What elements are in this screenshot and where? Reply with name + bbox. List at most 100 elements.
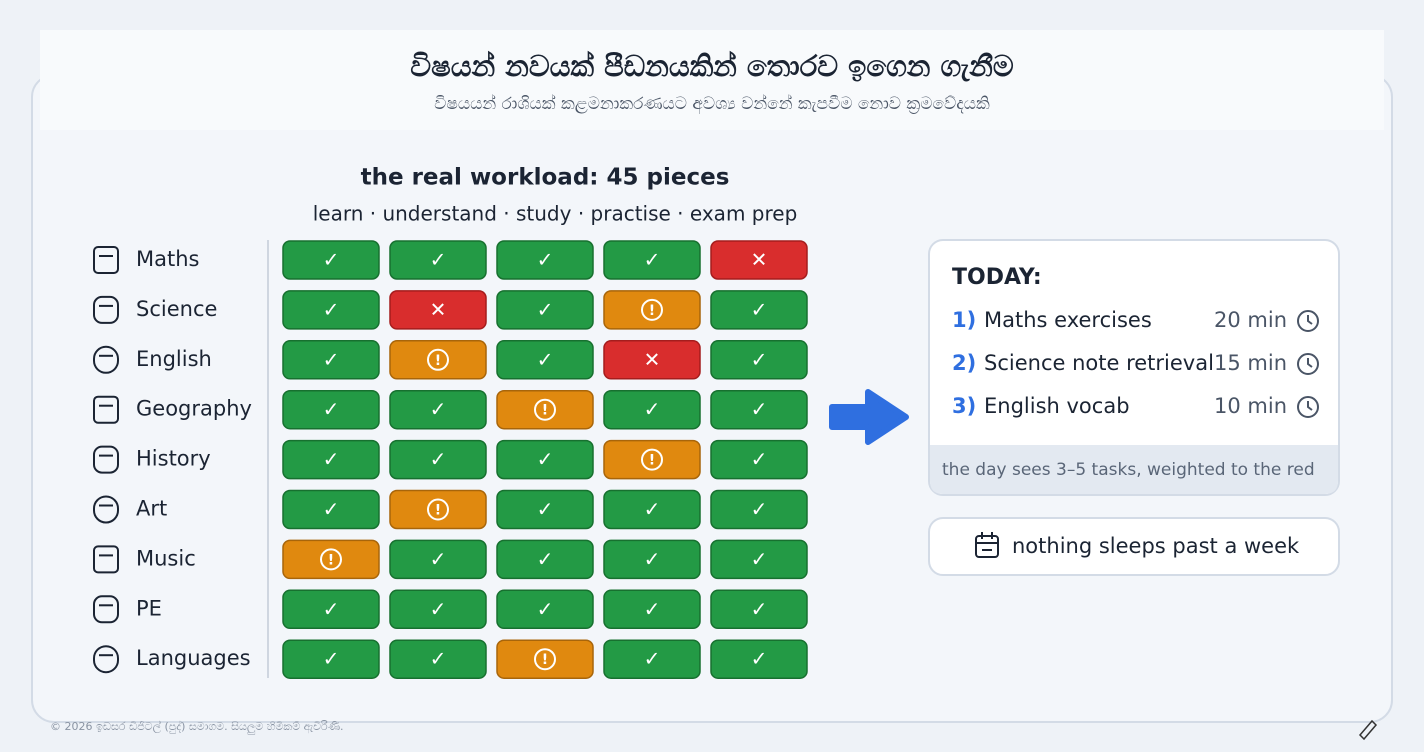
status-symbol: ✓ [537, 547, 554, 571]
status-cell [710, 539, 808, 580]
status-cell [496, 589, 594, 630]
status-cell [496, 489, 594, 530]
status-symbol: ✓ [644, 597, 661, 621]
status-symbol: ✓ [430, 397, 447, 421]
status-cell [282, 639, 380, 679]
note: nothing sleeps past a week [1012, 534, 1300, 558]
subject-label: History [136, 447, 211, 471]
status-cell [282, 439, 380, 480]
status-ring [320, 548, 342, 571]
status-ring [641, 448, 663, 471]
status-ring [534, 398, 556, 421]
status-symbol: ✓ [323, 248, 340, 272]
subject-label: Languages [136, 646, 251, 670]
status-symbol: ✓ [537, 597, 554, 621]
status-cell [603, 340, 701, 380]
pen-icon [1358, 719, 1378, 741]
status-cell [282, 539, 380, 580]
subject-label: PE [136, 596, 162, 620]
icon-shape [93, 345, 119, 374]
status-cell [710, 639, 808, 679]
status-cell [389, 290, 487, 330]
today-card: TODAY: the day sees 3–5 tasks, weighted … [928, 239, 1340, 496]
status-cell [603, 389, 701, 430]
subject-icon [93, 445, 119, 474]
subject-label: Science [136, 297, 217, 321]
task-name: Science note retrieval [984, 351, 1214, 375]
task-name: Maths exercises [984, 308, 1152, 332]
status-cell [496, 240, 594, 280]
status-cell [496, 639, 594, 679]
subject-icon [93, 545, 119, 574]
icon-shape [93, 445, 119, 474]
icon-shape [93, 645, 119, 674]
status-cell [603, 589, 701, 630]
status-symbol: ! [542, 652, 548, 668]
status-symbol: ✓ [537, 447, 554, 471]
status-symbol: ✓ [644, 497, 661, 521]
status-symbol: ✓ [751, 597, 768, 621]
status-symbol: ✓ [751, 547, 768, 571]
status-symbol: ✓ [751, 497, 768, 521]
status-cell [389, 489, 487, 530]
status-symbol: ! [649, 303, 655, 319]
status-cell [710, 240, 808, 280]
task-number: 3) [952, 394, 976, 418]
subject-icon [93, 295, 119, 324]
status-symbol: ! [435, 353, 441, 369]
status-cell [710, 489, 808, 530]
status-symbol: ✓ [430, 447, 447, 471]
subject-label: English [136, 347, 212, 371]
status-cell [496, 290, 594, 330]
subject-label: Art [136, 497, 167, 521]
status-symbol: ✓ [323, 397, 340, 421]
icon-shape [93, 395, 119, 424]
copyright: © 2026 ඉඩසර ඩිජිටල් (පුද්) සමාගම. සියලුම… [50, 719, 344, 735]
status-symbol: ✓ [751, 397, 768, 421]
status-cell [603, 639, 701, 679]
calendar-icon [975, 532, 999, 558]
status-symbol: ✓ [323, 447, 340, 471]
title: විෂයන් නවයක් පීඩනයකින් තොරව ඉගෙන ගැනීම [410, 49, 1014, 83]
status-symbol: ✓ [537, 347, 554, 371]
status-cell [710, 589, 808, 630]
clock-icon [1297, 353, 1319, 375]
icon-shape [93, 595, 119, 624]
status-symbol: ✓ [644, 647, 661, 671]
status-symbol: ✕ [751, 248, 768, 272]
status-cell [389, 639, 487, 679]
status-cell [389, 589, 487, 630]
card [928, 239, 1340, 496]
status-symbol: ✓ [430, 547, 447, 571]
clock-hands [1307, 401, 1313, 411]
status-symbol: ✓ [644, 248, 661, 272]
status-cell [603, 240, 701, 280]
status-cell [282, 240, 380, 280]
status-cell [496, 439, 594, 480]
status-cell [389, 240, 487, 280]
subject-icon [93, 645, 119, 674]
status-ring [534, 648, 556, 671]
subject-icon [93, 345, 119, 374]
clock-hands [1307, 358, 1313, 368]
task-number: 2) [952, 351, 976, 375]
status-cell [389, 340, 487, 380]
clock-hands [1307, 315, 1313, 325]
clock-icon [1297, 310, 1319, 332]
status-symbol: ✓ [537, 497, 554, 521]
status-symbol: ✓ [323, 347, 340, 371]
status-ring [427, 348, 449, 371]
status-cell [710, 439, 808, 480]
status-cell [603, 290, 701, 330]
status-cell [282, 340, 380, 380]
status-symbol: ✓ [751, 347, 768, 371]
clock-face [1297, 396, 1319, 418]
subject-label: Maths [136, 247, 199, 271]
today-footer: the day sees 3–5 tasks, weighted to the … [942, 460, 1315, 480]
status-cell [496, 389, 594, 430]
card-footer-band [930, 445, 1338, 494]
task-time: 20 min [1214, 308, 1287, 332]
status-symbol: ✓ [323, 297, 340, 321]
